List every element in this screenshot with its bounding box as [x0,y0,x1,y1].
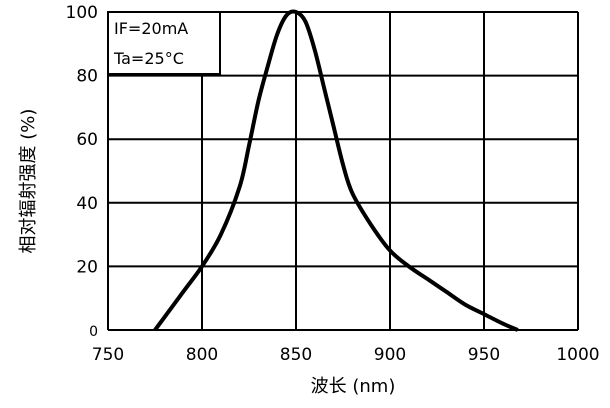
series-layer [153,9,519,332]
x-tick-label-1000: 1000 [556,345,599,365]
x-tick-label-900: 900 [374,345,406,365]
tick-labels: 750 800 850 900 950 1000 0 20 40 60 80 100 [66,3,600,365]
y-tick-label-80: 80 [76,67,98,87]
y-tick-label-0: 0 [89,324,98,340]
y-tick-label-60: 60 [76,130,98,150]
annotation-current: IF=20mA [114,19,188,38]
x-tick-label-750: 750 [92,345,124,365]
y-tick-label-100: 100 [66,3,98,23]
annotation-temperature: Ta=25°C [113,49,184,68]
annotation-box [107,11,221,75]
y-axis-label: 相对辐射强度 (%) [18,109,39,254]
x-tick-label-800: 800 [186,345,218,365]
x-axis-label: 波长 (nm) [311,376,396,397]
x-tick-label-850: 850 [280,345,312,365]
series-line-0 [153,9,519,332]
y-tick-label-20: 20 [76,257,98,277]
y-tick-label-40: 40 [76,194,98,214]
x-tick-label-950: 950 [468,345,500,365]
